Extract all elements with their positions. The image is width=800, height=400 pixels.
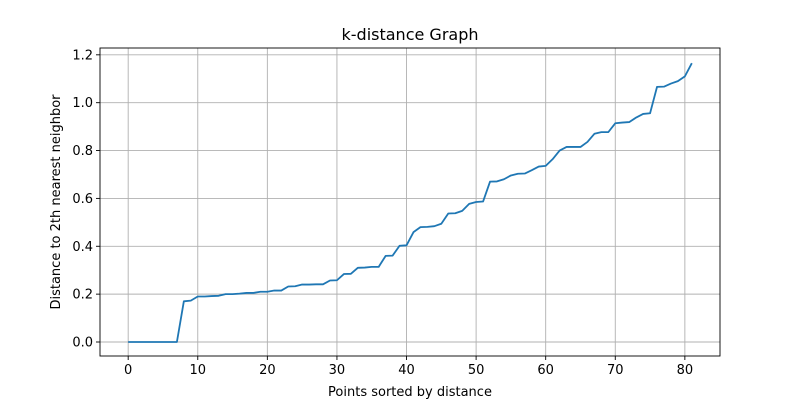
x-tick-label: 60 [537, 363, 554, 378]
x-tick-label: 30 [329, 363, 346, 378]
series-layer [128, 62, 693, 343]
y-tick-label: 0.0 [72, 336, 93, 351]
plot-frame [99, 47, 721, 357]
grid [100, 48, 720, 356]
y-tick-label: 1.0 [72, 96, 93, 111]
y-tick-label: 1.2 [72, 48, 93, 63]
x-tick-label: 80 [677, 363, 694, 378]
y-tick-label: 0.8 [72, 144, 93, 159]
series-line [128, 62, 693, 343]
plot-area: 0 10 20 30 40 50 60 70 80 0.0 0.2 0.4 0.6 0.8 1.0 1.2 [72, 47, 721, 378]
plot-background [100, 48, 720, 356]
x-tick-label: 0 [124, 363, 132, 378]
ticks: 0 10 20 30 40 50 60 70 80 0.0 0.2 0.4 0.6 0.8 1.0 1.2 [72, 48, 693, 378]
y-tick-label: 0.2 [72, 288, 93, 303]
x-tick-label: 50 [468, 363, 485, 378]
x-tick-label: 10 [189, 363, 206, 378]
y-tick-label: 0.6 [72, 192, 93, 207]
x-tick-label: 40 [398, 363, 415, 378]
x-tick-label: 70 [607, 363, 624, 378]
y-tick-label: 0.4 [72, 240, 93, 255]
y-axis-label: Distance to 2th nearest neighbor [49, 94, 64, 310]
chart-title: k-distance Graph [342, 25, 479, 44]
x-axis-label: Points sorted by distance [328, 385, 492, 400]
x-tick-label: 20 [259, 363, 276, 378]
